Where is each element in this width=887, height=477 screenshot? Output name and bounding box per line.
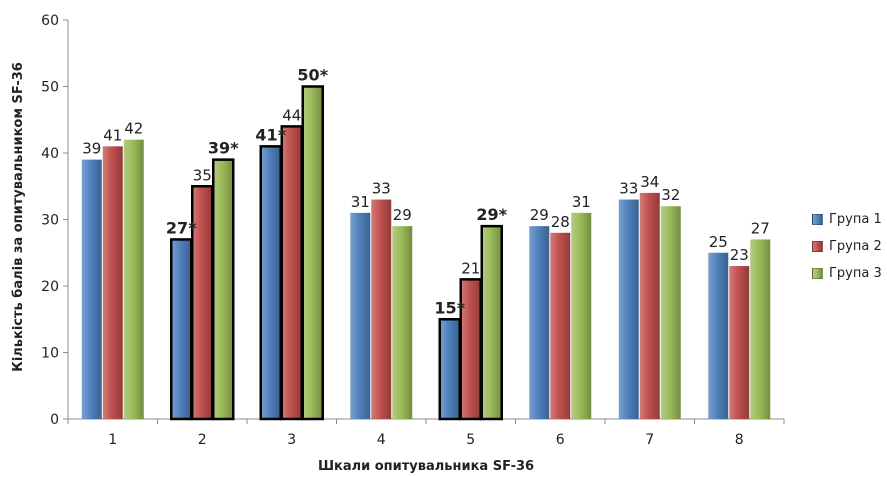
- x-axis-title: Шкали опитувальника SF-36: [318, 459, 534, 474]
- data-label-group-2-scale-3: 44: [282, 106, 301, 124]
- legend-item-group-1: Група 1: [812, 206, 882, 233]
- y-tick-label: 40: [41, 146, 59, 162]
- legend-label-group-2: Група 2: [829, 239, 882, 254]
- bar-group-2-scale-1: [102, 146, 123, 419]
- y-tick-label: 20: [41, 279, 59, 295]
- legend: Група 1 Група 2 Група 3: [812, 206, 882, 287]
- legend-swatch-group-2: [812, 241, 823, 252]
- legend-swatch-group-1: [812, 214, 823, 225]
- legend-item-group-2: Група 2: [812, 233, 882, 260]
- data-label-group-1-scale-3: 41*: [255, 125, 286, 144]
- data-label-group-2-scale-1: 41: [103, 126, 122, 144]
- data-label-group-3-scale-3: 50*: [297, 66, 328, 85]
- data-label-group-3-scale-8: 27: [751, 219, 770, 237]
- data-label-group-1-scale-4: 31: [351, 193, 370, 211]
- bar-group-3-scale-3: [301, 85, 324, 421]
- x-tick-label: 5: [466, 432, 475, 448]
- bars: [81, 85, 771, 421]
- bar-group-2-scale-7: [639, 192, 660, 419]
- y-tick-label: 0: [50, 412, 59, 428]
- data-label-group-3-scale-5: 29*: [476, 205, 507, 224]
- legend-item-group-3: Група 3: [812, 260, 882, 287]
- data-label-group-1-scale-2: 27*: [166, 218, 197, 237]
- bar-group-1-scale-1: [81, 159, 102, 419]
- x-tick-label: 1: [108, 432, 117, 448]
- bar-group-2-scale-3: [280, 125, 303, 421]
- y-tick-label: 50: [41, 80, 59, 96]
- data-label-group-2-scale-2: 35: [193, 166, 212, 184]
- x-tick-label: 7: [645, 432, 654, 448]
- legend-label-group-3: Група 3: [829, 266, 882, 281]
- bar-group-2-scale-6: [550, 232, 571, 419]
- y-axis-title: Кількість балів за опитувальником SF-36: [11, 62, 26, 372]
- data-label-group-2-scale-8: 23: [730, 246, 749, 264]
- legend-swatch-group-3: [812, 268, 823, 279]
- data-label-group-2-scale-4: 33: [372, 180, 391, 198]
- bar-group-2-scale-8: [729, 266, 750, 419]
- bar-group-2-scale-4: [371, 199, 392, 419]
- bar-group-3-scale-6: [571, 212, 592, 419]
- x-tick-label: 6: [556, 432, 565, 448]
- bar-group-3-scale-1: [123, 139, 144, 419]
- data-label-group-2-scale-6: 28: [551, 213, 570, 231]
- bar-group-1-scale-7: [618, 199, 639, 419]
- data-label-group-3-scale-6: 31: [572, 193, 591, 211]
- data-label-group-1-scale-6: 29: [530, 206, 549, 224]
- bar-group-1-scale-8: [708, 252, 729, 419]
- bar-group-3-scale-7: [660, 206, 681, 419]
- legend-label-group-1: Група 1: [829, 212, 882, 227]
- data-label-group-2-scale-7: 34: [640, 173, 659, 191]
- data-label-group-3-scale-1: 42: [124, 120, 143, 138]
- bar-group-3-scale-2: [212, 158, 235, 421]
- data-labels: 3927*41*3115*29332541354433212834234239*…: [82, 66, 770, 318]
- bar-group-1-scale-2: [170, 238, 193, 421]
- data-label-group-1-scale-7: 33: [619, 180, 638, 198]
- data-label-group-1-scale-8: 25: [709, 233, 728, 251]
- data-label-group-1-scale-1: 39: [82, 140, 101, 158]
- data-label-group-3-scale-7: 32: [661, 186, 680, 204]
- bar-group-3-scale-4: [392, 226, 413, 419]
- x-tick-label: 4: [377, 432, 386, 448]
- data-label-group-3-scale-4: 29: [393, 206, 412, 224]
- bar-group-3-scale-8: [750, 239, 771, 419]
- x-tick-label: 3: [287, 432, 296, 448]
- bar-group-1-scale-5: [438, 318, 461, 421]
- y-tick-label: 60: [41, 13, 59, 29]
- y-tick-label: 30: [41, 213, 59, 229]
- bar-group-3-scale-5: [480, 224, 503, 421]
- bar-group-1-scale-3: [259, 145, 282, 421]
- x-tick-label: 2: [198, 432, 207, 448]
- data-label-group-3-scale-2: 39*: [208, 139, 239, 158]
- data-label-group-2-scale-5: 21: [461, 259, 480, 277]
- data-label-group-1-scale-5: 15*: [434, 298, 465, 317]
- x-tick-label: 8: [735, 432, 744, 448]
- bar-group-1-scale-4: [350, 212, 371, 419]
- y-tick-label: 10: [41, 346, 59, 362]
- bar-group-1-scale-6: [529, 226, 550, 419]
